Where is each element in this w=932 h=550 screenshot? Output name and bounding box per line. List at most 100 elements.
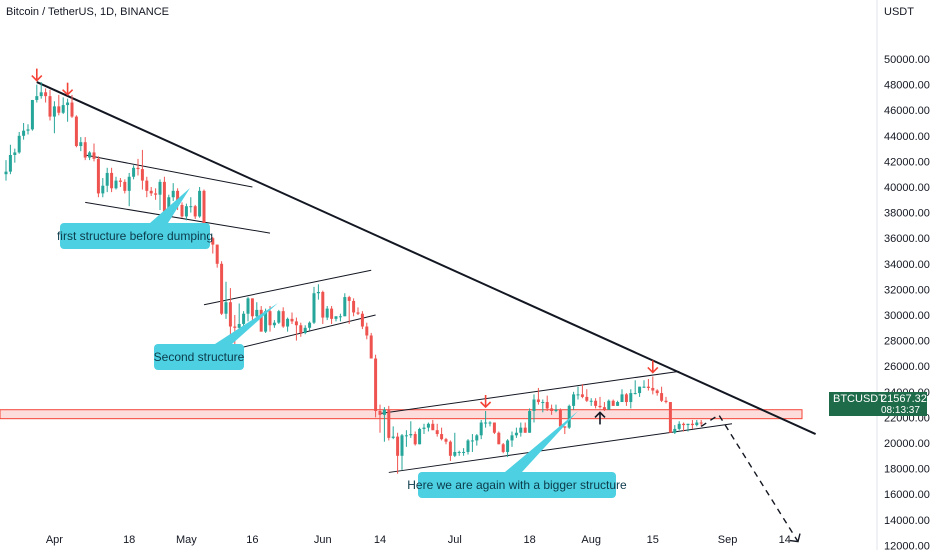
candle — [435, 423, 439, 437]
y-tick-label: 42000.00 — [884, 156, 930, 168]
candle — [567, 404, 571, 429]
candle — [695, 419, 699, 427]
trendline-main-downtrend[interactable] — [36, 81, 817, 435]
candle — [558, 408, 562, 427]
y-unit-label: USDT — [884, 6, 914, 18]
candle — [13, 148, 17, 163]
candle — [501, 443, 505, 454]
candle — [594, 398, 598, 409]
candle — [294, 317, 298, 341]
callout-first[interactable]: first structure before dumping — [57, 188, 213, 249]
trendline-first-structure-bottom[interactable] — [85, 201, 271, 234]
candle — [189, 197, 193, 213]
trendline-first-structure-top[interactable] — [85, 154, 253, 188]
candle — [8, 144, 12, 175]
candle — [444, 437, 448, 445]
chart-title: Bitcoin / TetherUS, 1D, BINANCE — [6, 6, 170, 18]
candle — [673, 425, 677, 435]
candle — [74, 115, 78, 148]
candle — [338, 313, 342, 322]
candle — [211, 236, 215, 254]
candle — [316, 284, 320, 300]
candle — [462, 448, 466, 456]
candle — [17, 131, 21, 154]
candle — [343, 293, 347, 317]
trendline-third-structure-bottom[interactable] — [388, 423, 733, 473]
candle — [506, 439, 510, 458]
candle — [536, 387, 540, 405]
candle — [290, 312, 294, 324]
trendline-second-structure-top[interactable] — [203, 269, 372, 306]
candle — [479, 419, 483, 440]
candle — [400, 434, 404, 470]
x-tick-label: 16 — [246, 534, 258, 546]
candle — [277, 309, 281, 324]
candle — [39, 82, 43, 99]
candle — [629, 389, 633, 409]
candle — [352, 298, 356, 317]
candle — [61, 97, 65, 115]
candle — [272, 320, 276, 328]
candle — [633, 380, 637, 395]
candle — [30, 99, 34, 131]
candle — [325, 306, 329, 321]
candle — [488, 421, 492, 427]
x-tick-label: Aug — [581, 534, 601, 546]
candle — [448, 440, 452, 461]
candle — [88, 151, 92, 161]
y-tick-label: 30000.00 — [884, 310, 930, 322]
candle — [514, 427, 518, 438]
y-tick-label: 18000.00 — [884, 464, 930, 476]
y-tick-label: 46000.00 — [884, 105, 930, 117]
candle — [620, 389, 624, 403]
candle — [598, 396, 602, 409]
x-tick-label: 15 — [647, 534, 659, 546]
y-tick-label: 20000.00 — [884, 438, 930, 450]
candle — [44, 88, 48, 103]
candle — [572, 391, 576, 410]
candle — [193, 204, 197, 219]
candle — [308, 321, 312, 331]
candle — [651, 376, 655, 395]
candle — [184, 203, 188, 221]
candle — [114, 176, 118, 190]
y-tick-label: 36000.00 — [884, 233, 930, 245]
y-tick-label: 48000.00 — [884, 80, 930, 92]
trendline-third-structure-top[interactable] — [379, 370, 680, 415]
candle — [677, 421, 681, 431]
candle — [136, 158, 140, 176]
candle — [83, 137, 87, 161]
candle — [497, 431, 501, 445]
candle — [541, 399, 545, 413]
candle — [391, 426, 395, 440]
candle — [215, 244, 219, 268]
candle — [26, 124, 30, 135]
candle — [180, 202, 184, 218]
arrow-down-icon — [62, 82, 74, 96]
candle — [140, 149, 144, 190]
price-tag-countdown: 08:13:37 — [881, 405, 920, 416]
candle — [118, 178, 122, 187]
candle — [624, 393, 628, 406]
candle — [554, 404, 558, 413]
candle — [268, 306, 272, 332]
candle — [281, 307, 285, 328]
candle — [347, 295, 351, 324]
candle — [259, 306, 263, 332]
y-tick-label: 12000.00 — [884, 540, 930, 550]
candle — [528, 408, 532, 433]
candle — [158, 179, 162, 211]
callout-third[interactable]: Here we are again with a bigger structur… — [407, 411, 627, 498]
candle — [369, 332, 373, 359]
candle — [686, 423, 690, 432]
candle — [607, 399, 611, 410]
y-tick-label: 34000.00 — [884, 259, 930, 271]
candle — [602, 402, 606, 411]
candle — [356, 307, 360, 315]
candle — [303, 325, 307, 335]
candle — [404, 430, 408, 447]
callout-second[interactable]: Second structure — [154, 303, 278, 370]
candle — [149, 187, 153, 196]
candle — [110, 167, 114, 193]
